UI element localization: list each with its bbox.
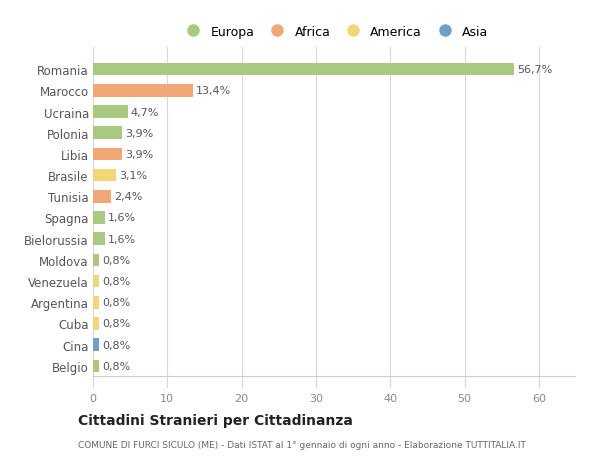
Text: 3,9%: 3,9% — [125, 150, 153, 160]
Text: 3,9%: 3,9% — [125, 129, 153, 139]
Bar — [93, 296, 99, 309]
Text: 0,8%: 0,8% — [102, 319, 130, 329]
Bar — [93, 233, 105, 246]
Bar — [93, 212, 105, 224]
Text: Cittadini Stranieri per Cittadinanza: Cittadini Stranieri per Cittadinanza — [78, 414, 353, 428]
Bar — [93, 360, 99, 372]
Text: 0,8%: 0,8% — [102, 255, 130, 265]
Legend: Europa, Africa, America, Asia: Europa, Africa, America, Asia — [176, 21, 493, 44]
Bar — [93, 254, 99, 267]
Bar — [93, 318, 99, 330]
Text: 2,4%: 2,4% — [114, 192, 142, 202]
Text: 0,8%: 0,8% — [102, 297, 130, 308]
Text: 0,8%: 0,8% — [102, 340, 130, 350]
Bar — [93, 275, 99, 288]
Text: 1,6%: 1,6% — [108, 213, 136, 223]
Text: COMUNE DI FURCI SICULO (ME) - Dati ISTAT al 1° gennaio di ogni anno - Elaborazio: COMUNE DI FURCI SICULO (ME) - Dati ISTAT… — [78, 441, 526, 449]
Text: 13,4%: 13,4% — [196, 86, 231, 96]
Text: 0,8%: 0,8% — [102, 361, 130, 371]
Bar — [93, 339, 99, 351]
Bar — [93, 106, 128, 118]
Bar — [93, 190, 111, 203]
Text: 1,6%: 1,6% — [108, 234, 136, 244]
Text: 56,7%: 56,7% — [517, 65, 553, 75]
Bar — [93, 85, 193, 97]
Text: 3,1%: 3,1% — [119, 171, 147, 181]
Bar — [93, 127, 122, 140]
Bar — [93, 169, 116, 182]
Text: 0,8%: 0,8% — [102, 276, 130, 286]
Text: 4,7%: 4,7% — [131, 107, 159, 117]
Bar — [93, 148, 122, 161]
Bar — [93, 64, 514, 76]
